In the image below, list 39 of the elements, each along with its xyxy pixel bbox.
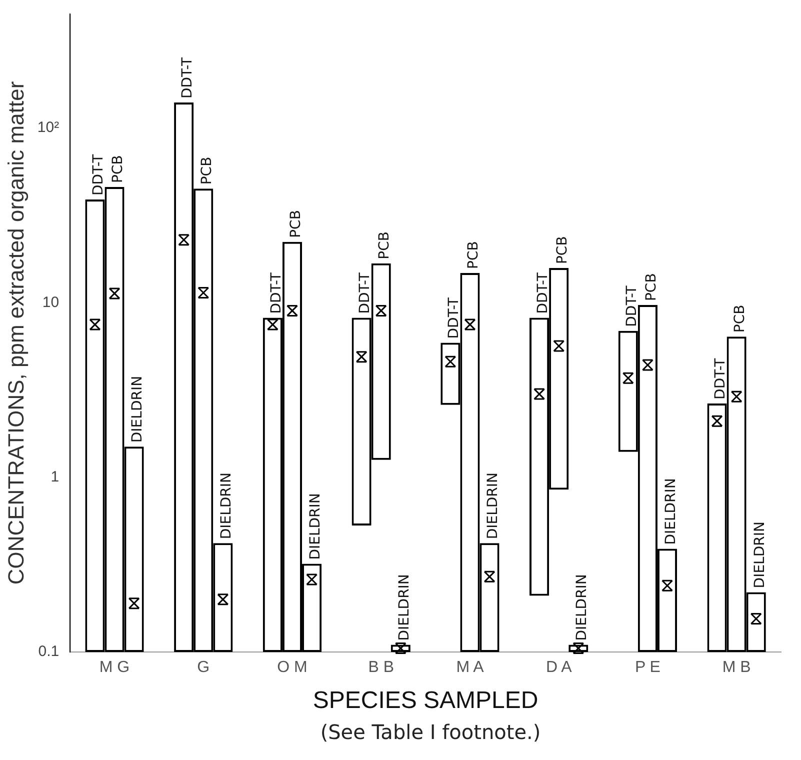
- text: DIELDRIN: [218, 472, 235, 540]
- text: DDT-T: [712, 358, 729, 400]
- y-axis-title: CONCENTRATIONS, ppm extracted organic matter: [3, 81, 28, 585]
- x-tick-label: M A: [456, 659, 484, 676]
- y-tick-label: 10: [42, 294, 60, 311]
- text: DDT-T: [534, 272, 551, 314]
- text: PCB: [199, 156, 216, 185]
- text: DIELDRIN: [130, 376, 146, 443]
- x-tick-label: B B: [368, 659, 394, 676]
- text: DIELDRIN: [574, 574, 590, 641]
- x-axis-title: SPECIES SAMPLED: [312, 687, 538, 714]
- x-tick-label: M B: [722, 659, 751, 676]
- x-tick-label: G: [197, 659, 210, 676]
- x-tick-label: M G: [99, 659, 130, 676]
- text: DDT-T: [446, 298, 462, 339]
- text: DDT-T: [268, 272, 284, 314]
- x-tick-label: P E: [634, 659, 660, 676]
- text: DIELDRIN: [396, 574, 412, 641]
- x-tick-label: D A: [546, 659, 572, 676]
- text: PCB: [554, 236, 570, 264]
- y-tick-label: 1: [50, 468, 60, 486]
- x-tick-label: O M: [277, 659, 308, 676]
- text: DIELDRIN: [662, 478, 679, 545]
- text: PCB: [288, 210, 304, 238]
- y-tick-label: 0.1: [38, 643, 60, 660]
- text: DIELDRIN: [752, 522, 768, 588]
- text: DDT-T: [624, 286, 640, 327]
- text: PCB: [376, 232, 393, 260]
- text: PCB: [732, 304, 748, 333]
- text: PCB: [643, 273, 660, 302]
- text: (See Table I footnote.): [319, 720, 542, 744]
- text: DDT-T: [179, 57, 196, 99]
- text: PCB: [466, 241, 482, 269]
- text: DDT-T: [357, 272, 374, 314]
- text: DIELDRIN: [307, 493, 324, 560]
- text: DIELDRIN: [485, 472, 502, 540]
- text: PCB: [110, 155, 126, 183]
- y-tick-label: 10²: [37, 119, 60, 136]
- text: DDT-T: [90, 154, 107, 196]
